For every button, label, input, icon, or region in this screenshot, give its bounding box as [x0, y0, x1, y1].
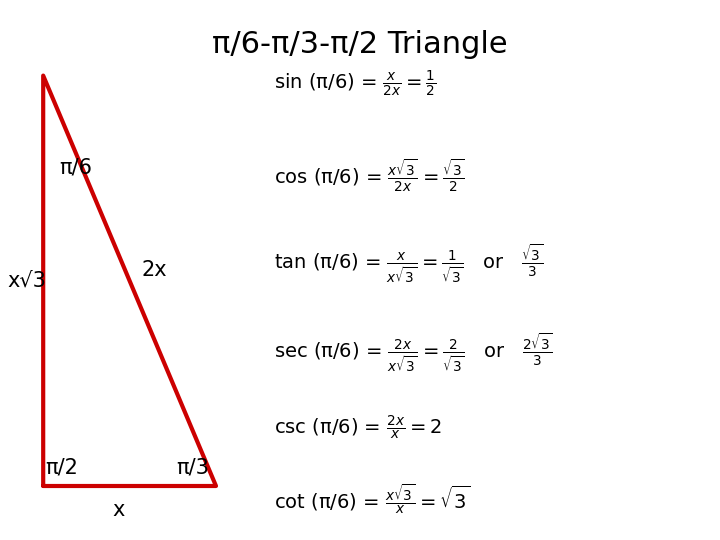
Text: 2x: 2x: [142, 260, 168, 280]
Text: tan (π/6) = $\frac{x}{x\sqrt{3}}=\frac{1}{\sqrt{3}}$   or   $\frac{\sqrt{3}}{3}$: tan (π/6) = $\frac{x}{x\sqrt{3}}=\frac{1…: [274, 243, 543, 286]
Text: cot (π/6) = $\frac{x\sqrt{3}}{x}=\sqrt{3}$: cot (π/6) = $\frac{x\sqrt{3}}{x}=\sqrt{3…: [274, 483, 470, 516]
Text: sec (π/6) = $\frac{2x}{x\sqrt{3}}=\frac{2}{\sqrt{3}}$   or   $\frac{2\sqrt{3}}{3: sec (π/6) = $\frac{2x}{x\sqrt{3}}=\frac{…: [274, 332, 552, 375]
Text: π/6-π/3-π/2 Triangle: π/6-π/3-π/2 Triangle: [212, 30, 508, 59]
Text: π/6: π/6: [59, 157, 92, 178]
Text: π/2: π/2: [45, 457, 78, 477]
Text: csc (π/6) = $\frac{2x}{x}=2$: csc (π/6) = $\frac{2x}{x}=2$: [274, 413, 441, 441]
Text: cos (π/6) = $\frac{x\sqrt{3}}{2x}=\frac{\sqrt{3}}{2}$: cos (π/6) = $\frac{x\sqrt{3}}{2x}=\frac{…: [274, 158, 464, 193]
Text: π/3: π/3: [176, 457, 210, 477]
Text: sin (π/6) = $\frac{x}{2x}=\frac{1}{2}$: sin (π/6) = $\frac{x}{2x}=\frac{1}{2}$: [274, 69, 436, 99]
Text: x√3: x√3: [7, 271, 46, 291]
Text: x: x: [112, 500, 125, 521]
